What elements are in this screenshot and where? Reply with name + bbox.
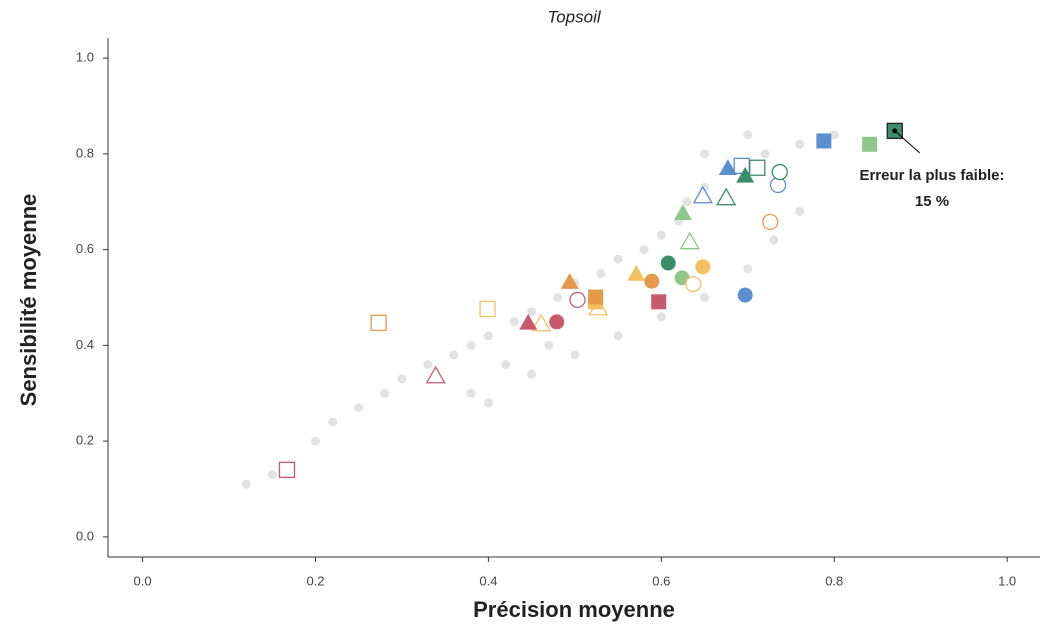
point: [596, 269, 606, 279]
x-tick-label: 1.0: [998, 573, 1016, 588]
point: [644, 273, 660, 289]
point: [769, 235, 779, 245]
point: [527, 307, 537, 317]
point: [660, 255, 676, 271]
point: [423, 360, 433, 370]
x-axis-label: Précision moyenne: [473, 597, 675, 622]
point: [501, 360, 511, 370]
point: [762, 213, 779, 231]
point: [816, 133, 832, 149]
chart-title: Topsoil: [547, 7, 601, 26]
y-tick-label: 0.2: [76, 433, 94, 448]
point: [749, 159, 766, 176]
point: [743, 264, 753, 274]
point: [718, 159, 737, 175]
point: [656, 230, 666, 240]
point: [466, 388, 476, 398]
point: [613, 254, 623, 264]
annotation-text: Erreur la plus faible:: [859, 167, 1004, 184]
point: [310, 436, 320, 446]
x-tick-label: 0.0: [134, 573, 152, 588]
point: [736, 166, 755, 183]
point: [685, 275, 702, 293]
point: [479, 300, 496, 318]
point: [544, 340, 554, 350]
point: [695, 259, 711, 275]
point: [651, 294, 667, 310]
point: [682, 197, 692, 207]
point: [380, 388, 390, 398]
x-tick-label: 0.2: [306, 573, 324, 588]
point: [639, 245, 649, 255]
point: [328, 417, 338, 427]
annotation-pointer: [894, 130, 921, 154]
point: [771, 163, 788, 181]
point: [370, 314, 387, 332]
point: [656, 312, 666, 322]
y-tick-label: 0.0: [76, 528, 94, 543]
point: [549, 314, 565, 330]
point: [354, 403, 364, 413]
point: [553, 293, 563, 302]
point: [449, 350, 459, 360]
y-tick-label: 0.4: [76, 337, 94, 352]
point: [241, 479, 251, 489]
point: [700, 293, 710, 302]
point: [679, 231, 700, 250]
annotation-text: 15 %: [915, 193, 949, 210]
y-tick-label: 1.0: [76, 50, 94, 65]
point: [509, 316, 519, 326]
point: [483, 331, 493, 341]
point: [743, 130, 753, 140]
point: [397, 374, 407, 384]
point: [862, 136, 878, 152]
point: [613, 331, 623, 341]
y-tick-label: 0.6: [76, 241, 94, 256]
point: [569, 291, 586, 309]
x-tick-label: 0.4: [479, 573, 497, 588]
point: [673, 204, 692, 220]
point: [760, 149, 770, 159]
y-tick-label: 0.8: [76, 145, 94, 160]
point: [700, 149, 710, 159]
point: [519, 313, 538, 330]
point: [795, 206, 805, 216]
point: [692, 185, 713, 204]
point: [829, 130, 839, 140]
point: [588, 289, 604, 305]
point: [278, 461, 296, 479]
point: [627, 265, 646, 281]
point: [483, 398, 493, 408]
point: [425, 365, 446, 384]
point: [795, 139, 805, 149]
x-tick-label: 0.8: [825, 573, 843, 588]
point: [737, 287, 753, 303]
point: [716, 187, 737, 206]
point: [267, 470, 277, 480]
point: [527, 369, 537, 379]
point: [531, 313, 552, 332]
x-tick-label: 0.6: [652, 573, 670, 588]
point: [570, 350, 580, 360]
point: [560, 273, 579, 289]
y-axis-label: Sensibilité moyenne: [16, 194, 41, 407]
point: [466, 340, 476, 350]
